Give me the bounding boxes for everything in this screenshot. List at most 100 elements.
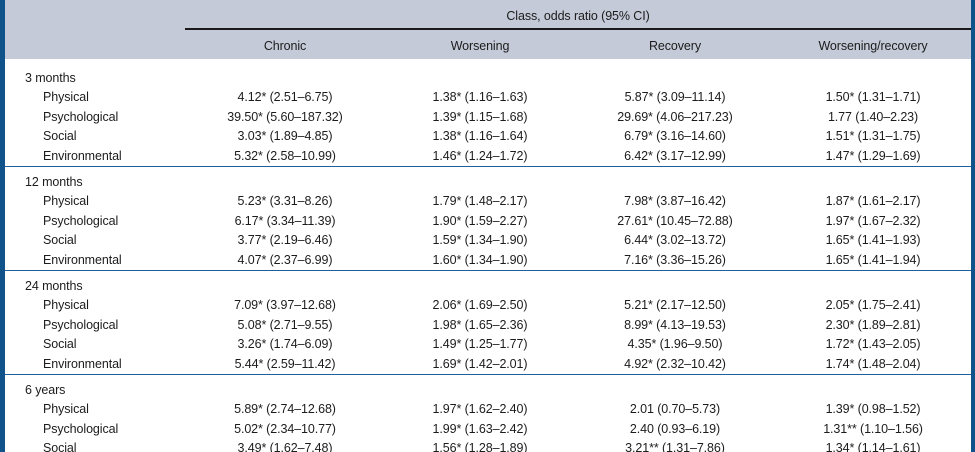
- spanner-row: Class, odds ratio (95% CI): [5, 0, 971, 30]
- or-cell: 1.47* (1.29–1.69): [825, 148, 921, 163]
- row-label: Environmental: [43, 148, 122, 163]
- or-cell: 5.21* (2.17–12.50): [624, 298, 726, 312]
- or-cell: 5.44* (2.59–11.42): [234, 356, 336, 371]
- or-cell: 1.97* (1.67–2.32): [825, 213, 921, 228]
- row-label: Social: [43, 337, 77, 351]
- table-row: Physical 4.12* (2.51–6.75) 1.38* (1.16–1.6…: [5, 88, 971, 108]
- table-spanner-header: Class, odds ratio (95% CI): [185, 0, 971, 30]
- table-row: Social 3.49* (1.62–7.48) 1.56* (1.28–1.89)…: [5, 439, 971, 452]
- or-cell: 1.38* (1.16–1.63): [432, 90, 528, 104]
- or-cell: 1.49* (1.25–1.77): [432, 337, 528, 351]
- or-cell: 6.42* (3.17–12.99): [624, 148, 726, 163]
- or-cell: 2.30* (1.89–2.81): [825, 317, 921, 332]
- table-row: Psychological 6.17* (3.34–11.39) 1.90* (1.…: [5, 212, 971, 232]
- or-cell: 1.79* (1.48–2.17): [432, 194, 528, 208]
- or-cell: 4.12* (2.51–6.75): [237, 90, 333, 104]
- table-row: Environmental 5.44* (2.59–11.42) 1.69* (1.…: [5, 355, 971, 375]
- section-row: 6 years: [5, 374, 971, 400]
- section-label: 12 months: [5, 166, 971, 192]
- column-header-row: Chronic Worsening Recovery Worsening/rec…: [5, 29, 971, 59]
- table-row: Psychological 39.50* (5.60–187.32) 1.39* (…: [5, 108, 971, 128]
- or-cell: 1.34* (1.14–1.61): [825, 441, 921, 452]
- table-row: Environmental 4.07* (2.37–6.99) 1.60* (1.3…: [5, 251, 971, 271]
- or-cell: 3.21** (1.31–7.86): [625, 441, 725, 452]
- or-cell: 5.23* (3.31–8.26): [237, 194, 333, 208]
- column-header-recovery: Recovery: [575, 29, 775, 59]
- odds-ratio-table: Class, odds ratio (95% CI) Chronic Worse…: [5, 0, 971, 452]
- row-label: Environmental: [43, 252, 122, 267]
- row-label: Psychological: [43, 421, 119, 436]
- or-cell: 2.05* (1.75–2.41): [825, 298, 921, 312]
- table-row: Physical 5.89* (2.74–12.68) 1.97* (1.62–2.…: [5, 400, 971, 420]
- or-cell: 6.44* (3.02–13.72): [624, 233, 726, 247]
- or-cell: 1.60* (1.34–1.90): [432, 252, 528, 267]
- row-label: Environmental: [43, 356, 122, 371]
- section-row: 12 months: [5, 166, 971, 192]
- table-body: 3 months Physical 4.12* (2.51–6.75) 1.38* (…: [5, 59, 971, 452]
- column-header-chronic: Chronic: [185, 29, 385, 59]
- or-cell: 1.39* (0.98–1.52): [825, 402, 921, 416]
- or-cell: 1.98* (1.65–2.36): [432, 317, 528, 332]
- table-row: Physical 5.23* (3.31–8.26) 1.79* (1.48–2.1…: [5, 192, 971, 212]
- table-row: Psychological 5.08* (2.71–9.55) 1.98* (1.6…: [5, 316, 971, 336]
- or-cell: 5.89* (2.74–12.68): [234, 402, 336, 416]
- or-cell: 3.26* (1.74–6.09): [237, 337, 333, 351]
- or-cell: 5.32* (2.58–10.99): [234, 148, 336, 163]
- header-spacer-cell: [5, 0, 185, 29]
- section-row: 24 months: [5, 270, 971, 296]
- table-header: Class, odds ratio (95% CI) Chronic Worse…: [5, 0, 971, 59]
- table-row: Social 3.77* (2.19–6.46) 1.59* (1.34–1.90)…: [5, 231, 971, 251]
- row-label: Psychological: [43, 109, 119, 124]
- or-cell: 1.87* (1.61–2.17): [825, 194, 921, 208]
- or-cell: 7.98* (3.87–16.42): [624, 194, 726, 208]
- or-cell: 29.69* (4.06–217.23): [617, 109, 733, 124]
- column-header-worsening-recovery: Worsening/recovery: [775, 29, 971, 59]
- or-cell: 39.50* (5.60–187.32): [227, 109, 343, 124]
- table-row: Social 3.26* (1.74–6.09) 1.49* (1.25–1.77)…: [5, 335, 971, 355]
- section-row: 3 months: [5, 59, 971, 88]
- column-header-worsening: Worsening: [385, 29, 575, 59]
- or-cell: 1.31** (1.10–1.56): [823, 421, 923, 436]
- row-label: Psychological: [43, 213, 119, 228]
- or-cell: 1.77 (1.40–2.23): [827, 109, 919, 124]
- or-cell: 3.49* (1.62–7.48): [237, 441, 333, 452]
- table-row: Physical 7.09* (3.97–12.68) 2.06* (1.69–2.…: [5, 296, 971, 316]
- or-cell: 1.72* (1.43–2.05): [825, 337, 921, 351]
- or-cell: 4.07* (2.37–6.99): [237, 252, 333, 267]
- or-cell: 27.61* (10.45–72.88): [617, 213, 733, 228]
- row-label: Physical: [43, 298, 89, 312]
- or-cell: 1.65* (1.41–1.93): [825, 233, 921, 247]
- or-cell: 1.56* (1.28–1.89): [432, 441, 528, 452]
- or-cell: 5.02* (2.34–10.77): [234, 421, 336, 436]
- or-cell: 1.65* (1.41–1.94): [825, 252, 921, 267]
- section-label: 6 years: [5, 374, 971, 400]
- row-label: Physical: [43, 194, 89, 208]
- table-row: Environmental 5.32* (2.58–10.99) 1.46* (1.…: [5, 147, 971, 167]
- or-cell: 1.38* (1.16–1.64): [432, 129, 528, 143]
- or-cell: 1.46* (1.24–1.72): [432, 148, 528, 163]
- or-cell: 7.16* (3.36–15.26): [624, 252, 726, 267]
- header-spacer-cell: [5, 29, 185, 59]
- or-cell: 4.92* (2.32–10.42): [624, 356, 726, 371]
- row-label: Social: [43, 441, 77, 452]
- or-cell: 6.79* (3.16–14.60): [624, 129, 726, 143]
- or-cell: 2.01 (0.70–5.73): [629, 402, 721, 416]
- or-cell: 8.99* (4.13–19.53): [624, 317, 726, 332]
- or-cell: 1.99* (1.63–2.42): [432, 421, 528, 436]
- section-label: 24 months: [5, 270, 971, 296]
- table-row: Psychological 5.02* (2.34–10.77) 1.99* (1.…: [5, 420, 971, 440]
- row-label: Physical: [43, 90, 89, 104]
- row-label: Social: [43, 233, 77, 247]
- or-cell: 5.08* (2.71–9.55): [237, 317, 333, 332]
- row-label: Psychological: [43, 317, 119, 332]
- or-cell: 3.03* (1.89–4.85): [237, 129, 333, 143]
- or-cell: 2.40 (0.93–6.19): [629, 421, 721, 436]
- or-cell: 6.17* (3.34–11.39): [234, 213, 336, 228]
- or-cell: 3.77* (2.19–6.46): [237, 233, 333, 247]
- row-label: Physical: [43, 402, 89, 416]
- or-cell: 1.50* (1.31–1.71): [825, 90, 921, 104]
- or-cell: 1.97* (1.62–2.40): [432, 402, 528, 416]
- or-cell: 2.06* (1.69–2.50): [432, 298, 528, 312]
- or-cell: 7.09* (3.97–12.68): [234, 298, 336, 312]
